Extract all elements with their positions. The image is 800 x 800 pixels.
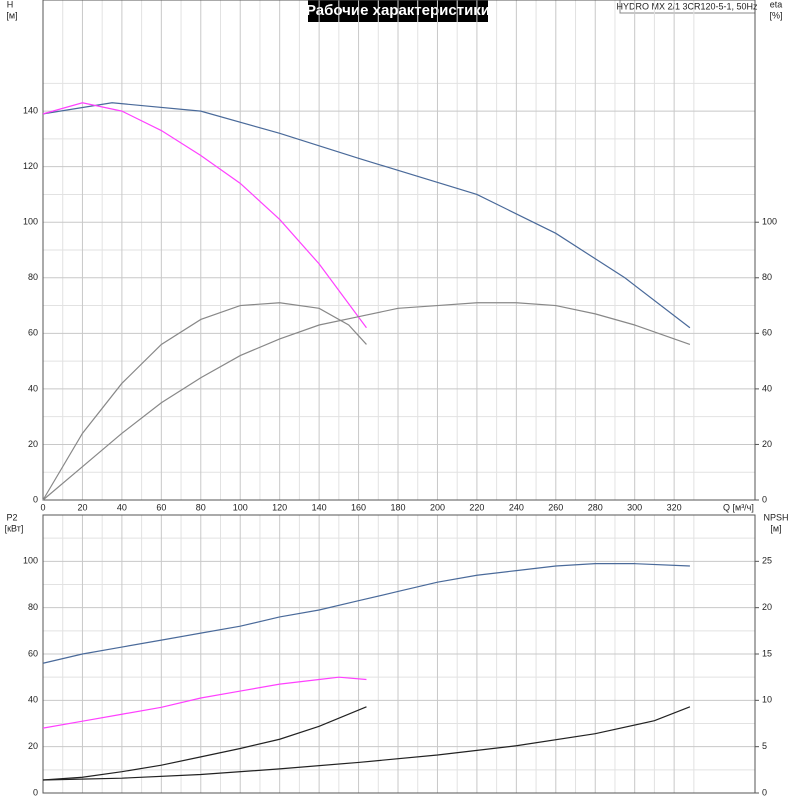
- x-tick-label: 240: [509, 502, 524, 512]
- x-tick-label: 60: [156, 502, 166, 512]
- y-tick-label: 20: [28, 741, 38, 751]
- y2-tick-label: 20: [762, 439, 772, 449]
- plot-frame: [42, 0, 756, 501]
- y-tick-label: 60: [28, 648, 38, 658]
- y2-tick-label: 5: [762, 741, 767, 751]
- y2-tick-label: 25: [762, 556, 772, 566]
- curve: [42, 706, 367, 781]
- curve: [42, 302, 367, 501]
- x-tick-label: 180: [390, 502, 405, 512]
- y-tick-label: 40: [28, 695, 38, 705]
- y-axis-unit: [кВт]: [5, 523, 24, 533]
- y2-tick-label: 60: [762, 328, 772, 338]
- y2-tick-label: 80: [762, 272, 772, 282]
- plot-frame: [42, 514, 756, 794]
- x-tick-label: 300: [627, 502, 642, 512]
- curve: [42, 563, 690, 664]
- x-tick-label: 100: [233, 502, 248, 512]
- x-tick-label: 40: [117, 502, 127, 512]
- curve: [42, 102, 691, 329]
- y2-tick-label: 40: [762, 383, 772, 393]
- y2-tick-label: 100: [762, 217, 777, 227]
- y-tick-label: 80: [28, 272, 38, 282]
- y-tick-label: 80: [28, 602, 38, 612]
- y-tick-label: 0: [33, 494, 38, 504]
- y-tick-label: 60: [28, 328, 38, 338]
- y2-axis-label: eta: [770, 0, 783, 9]
- y-tick-label: 0: [33, 787, 38, 797]
- x-tick-label: 220: [469, 502, 484, 512]
- note: HYDRO MX 2/1 3CR120-5-1, 50Hz: [616, 1, 758, 11]
- y2-tick-label: 15: [762, 648, 772, 658]
- curve: [42, 302, 691, 501]
- y-axis-label: P2: [6, 512, 17, 522]
- y2-tick-label: 0: [762, 494, 767, 504]
- x-tick-label: 160: [351, 502, 366, 512]
- y-tick-label: 120: [23, 161, 38, 171]
- x-tick-label: 20: [77, 502, 87, 512]
- x-tick-label: 140: [312, 502, 327, 512]
- y-tick-label: 140: [23, 105, 38, 115]
- y-tick-label: 40: [28, 383, 38, 393]
- y2-axis-unit: [м]: [770, 523, 781, 533]
- y-tick-label: 100: [23, 217, 38, 227]
- curve: [42, 676, 367, 729]
- y-tick-label: 100: [23, 556, 38, 566]
- y-axis-unit: [м]: [6, 10, 17, 20]
- curve: [42, 706, 691, 781]
- y2-axis-label: NPSH: [763, 512, 788, 522]
- y2-tick-label: 20: [762, 602, 772, 612]
- x-tick-label: 320: [667, 502, 682, 512]
- x-tick-label: 260: [548, 502, 563, 512]
- y-axis-label: H: [7, 0, 14, 9]
- y2-tick-label: 0: [762, 787, 767, 797]
- y2-tick-label: 10: [762, 695, 772, 705]
- x-tick-label: 0: [40, 502, 45, 512]
- x-tick-label: 80: [196, 502, 206, 512]
- curve: [42, 102, 367, 329]
- x-tick-label: 280: [588, 502, 603, 512]
- x-tick-label: 120: [272, 502, 287, 512]
- y-tick-label: 20: [28, 439, 38, 449]
- x-axis-label: Q [м³/ч]: [723, 502, 754, 512]
- y2-axis-unit: [%]: [769, 10, 782, 20]
- x-tick-label: 200: [430, 502, 445, 512]
